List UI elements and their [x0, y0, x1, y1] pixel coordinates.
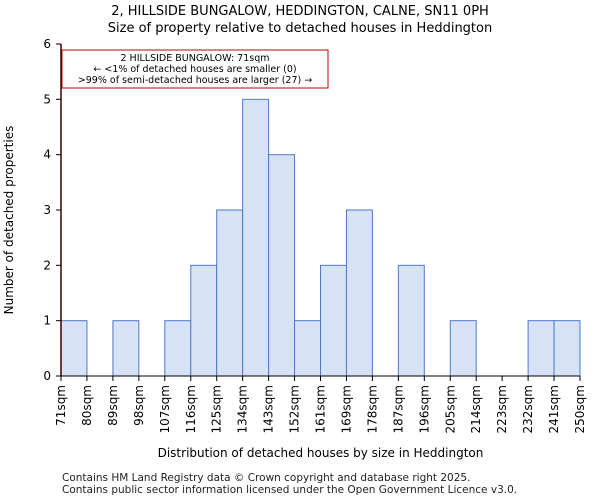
x-tick-label: 223sqm [495, 385, 509, 433]
histogram-bar [60, 320, 88, 377]
histogram-bar [216, 209, 244, 377]
histogram-bar [190, 264, 218, 377]
x-tick-label: 214sqm [469, 385, 483, 433]
histogram-bar [164, 320, 192, 377]
x-axis-label: Distribution of detached houses by size … [158, 446, 484, 460]
y-tick-label: 0 [43, 369, 51, 383]
x-tick-label: 178sqm [365, 385, 379, 433]
annotation-line-2: ← <1% of detached houses are smaller (0) [93, 64, 296, 75]
x-tick-label: 205sqm [443, 385, 457, 433]
histogram-bar [449, 320, 477, 377]
annotation-line-3: >99% of semi-detached houses are larger … [78, 75, 312, 86]
x-tick-label: 116sqm [184, 385, 198, 433]
x-tick-label: 187sqm [391, 385, 405, 433]
x-tick-label: 196sqm [417, 385, 431, 433]
x-tick-label: 152sqm [288, 385, 302, 433]
histogram-bar [345, 209, 373, 377]
annotation-line-1: 2 HILLSIDE BUNGALOW: 71sqm [120, 53, 269, 64]
histogram-bar [397, 264, 425, 377]
x-tick-label: 80sqm [80, 385, 94, 426]
chart-title: 2, HILLSIDE BUNGALOW, HEDDINGTON, CALNE,… [111, 4, 489, 19]
histogram-bar [527, 320, 555, 377]
annotation-box: 2 HILLSIDE BUNGALOW: 71sqm ← <1% of deta… [61, 49, 329, 89]
histogram-bar [242, 98, 270, 377]
x-tick-label: 143sqm [262, 385, 276, 433]
y-tick-label: 6 [43, 37, 51, 51]
histogram-bar [268, 154, 296, 377]
x-tick-label: 134sqm [236, 385, 250, 433]
x-tick-label: 125sqm [210, 385, 224, 433]
x-tick-label: 250sqm [573, 385, 587, 433]
y-tick-label: 4 [43, 148, 51, 162]
y-tick-label: 1 [43, 314, 51, 328]
histogram-bar [320, 264, 347, 377]
histogram-bar [112, 320, 140, 377]
x-tick-label: 98sqm [132, 385, 146, 426]
y-tick-label: 3 [43, 203, 51, 217]
chart-subtitle: Size of property relative to detached ho… [107, 21, 493, 36]
footer-licence: Contains public sector information licen… [62, 484, 518, 496]
x-tick-label: 161sqm [314, 385, 328, 433]
footer-copyright: Contains HM Land Registry data © Crown c… [62, 472, 471, 484]
histogram-bar [294, 320, 321, 377]
y-axis-label: Number of detached properties [2, 126, 16, 315]
x-tick-label: 169sqm [339, 385, 353, 433]
y-tick-label: 5 [43, 92, 51, 106]
x-tick-label: 232sqm [521, 385, 535, 433]
x-tick-label: 89sqm [106, 385, 120, 426]
y-tick-label: 2 [43, 258, 51, 272]
x-tick-label: 241sqm [547, 385, 561, 433]
x-tick-label: 107sqm [158, 385, 172, 433]
x-tick-label: 71sqm [54, 385, 68, 426]
histogram-bar [553, 320, 581, 377]
